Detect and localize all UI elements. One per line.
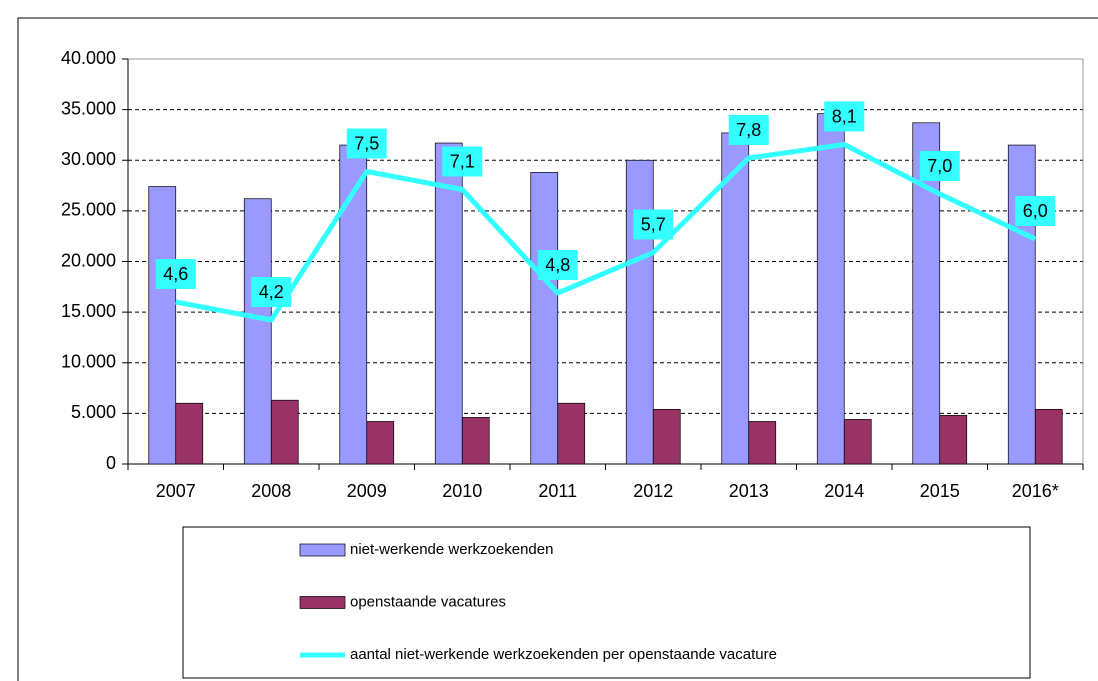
bar xyxy=(557,402,586,465)
bar xyxy=(816,113,845,465)
line xyxy=(175,142,1037,323)
bar xyxy=(625,159,654,465)
bar xyxy=(652,408,681,465)
bar xyxy=(530,172,559,465)
legend-label: openstaande vacatures xyxy=(350,593,506,610)
bar xyxy=(1007,144,1036,465)
x-tick-label: 2014 xyxy=(824,481,864,501)
bar xyxy=(175,402,204,465)
value-label-box xyxy=(824,101,865,132)
bar xyxy=(434,142,463,465)
bar xyxy=(366,421,395,465)
value-label-box xyxy=(919,151,960,181)
value-label-box xyxy=(346,128,387,159)
x-tick-label: 2016* xyxy=(1012,481,1059,501)
y-tick-label: 25.000 xyxy=(61,200,116,220)
legend-label: niet-werkende werkzoekenden xyxy=(350,541,553,558)
x-tick-label: 2015 xyxy=(920,481,960,501)
y-tick-label: 15.000 xyxy=(61,301,116,321)
y-tick-label: 40.000 xyxy=(61,48,116,68)
bar xyxy=(843,419,872,465)
value-label: 7,8 xyxy=(736,120,761,140)
value-label-box xyxy=(155,259,196,289)
x-tick-label: 2010 xyxy=(442,481,482,501)
y-tick-label: 5.000 xyxy=(71,402,116,422)
legend-swatch xyxy=(299,543,346,557)
x-tick-label: 2009 xyxy=(347,481,387,501)
y-tick-label: 20.000 xyxy=(61,250,116,270)
value-label: 7,5 xyxy=(354,133,379,153)
x-tick-label: 2008 xyxy=(251,481,291,501)
value-label-box xyxy=(1015,196,1056,226)
value-label-box xyxy=(728,115,769,145)
x-tick-label: 2011 xyxy=(538,481,577,501)
value-label-box xyxy=(537,250,578,280)
x-tick-label: 2012 xyxy=(633,481,673,501)
legend-swatch xyxy=(299,596,346,609)
y-tick-label: 35.000 xyxy=(61,98,116,118)
y-tick-label: 10.000 xyxy=(61,352,116,372)
bar xyxy=(1034,408,1063,465)
bar xyxy=(461,417,490,465)
value-label: 7,0 xyxy=(927,156,952,176)
x-tick-label: 2007 xyxy=(156,481,196,501)
bar xyxy=(148,186,177,465)
value-label: 5,7 xyxy=(641,214,666,234)
bar xyxy=(270,399,299,465)
legend-label: aantal niet-werkende werkzoekenden per o… xyxy=(350,646,777,663)
x-tick-label: 2013 xyxy=(729,481,769,501)
value-label-box xyxy=(442,146,483,177)
bar xyxy=(339,144,368,465)
y-tick-label: 30.000 xyxy=(61,149,116,169)
value-label: 7,1 xyxy=(450,151,475,171)
value-label-box xyxy=(633,209,674,240)
value-label: 4,6 xyxy=(163,264,188,284)
value-label: 8,1 xyxy=(832,106,857,126)
value-label-box xyxy=(251,277,292,307)
bar xyxy=(721,132,750,465)
chart-frame xyxy=(17,17,1098,681)
value-label: 4,8 xyxy=(545,255,570,275)
y-tick-label: 0 xyxy=(106,453,116,473)
value-label: 4,2 xyxy=(259,282,284,302)
bar xyxy=(243,198,272,465)
bar xyxy=(939,415,968,465)
value-label: 6,0 xyxy=(1023,201,1048,221)
bar xyxy=(748,421,777,465)
